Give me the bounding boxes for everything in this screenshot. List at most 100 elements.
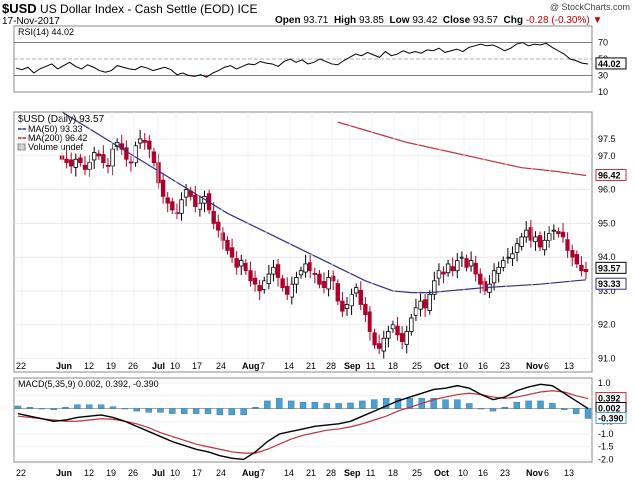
candle [137,138,143,144]
candle [312,273,318,275]
candle [441,271,446,275]
macd-histogram-bar [62,407,69,409]
macd-histogram-bar [192,408,200,414]
candle [487,283,492,293]
volume-legend: Volume undef [28,142,84,152]
macd-histogram-bar [252,407,259,409]
macd-histogram-bar [477,408,485,410]
candle [303,263,308,273]
candle [330,275,336,282]
candle [321,281,327,288]
close-tag: 93.57 [598,263,621,273]
low-value: 93.42 [412,15,438,26]
macd-histogram-bar [584,408,592,419]
candle [395,325,400,336]
price-xtick: Jun [56,361,72,371]
candle [372,332,377,346]
high-value: 93.85 [358,15,384,26]
price-xtick: 14 [284,361,294,371]
macd-histogram-bar [240,408,247,416]
candle [565,239,570,251]
candle [105,164,111,167]
candle [505,256,511,259]
price-xtick: 24 [216,361,226,371]
candle [110,148,115,167]
macd-histogram-bar [38,408,45,410]
candle [583,268,589,273]
candle [124,147,129,160]
candle [156,162,161,184]
quote-line: Open 93.71 High 93.85 Low 93.42 Close 93… [275,15,603,26]
macd-histogram-bar [466,403,473,409]
candle [422,299,428,309]
price-xtick: 25 [412,361,422,371]
ma50-legend: MA(50) 93.33 [28,124,83,134]
candle [537,235,543,248]
macd-histogram-bar [335,403,342,409]
open-value: 93.71 [303,15,329,26]
macd-histogram-bar [26,407,34,409]
candle [514,243,520,253]
price-xtick: 26 [128,361,138,371]
macd-xtick: 7 [260,468,265,478]
ma200-tag-box [595,168,627,181]
macd-histogram-bar [537,400,544,409]
macd-ytick: -1.5 [598,442,614,452]
candle [317,273,322,285]
macd-histogram-bar [513,401,520,409]
candle [234,258,239,268]
candle [579,264,584,272]
candle [524,229,529,238]
price-ytick: 97.5 [598,134,616,144]
macd-xtick: 22 [16,468,26,478]
price-ytick: 93.0 [598,286,616,296]
candle [294,277,299,285]
candle [551,229,557,232]
macd-xtick: 17 [192,468,202,478]
macd-histogram-bar [133,408,140,412]
symbol: $USD [2,1,37,16]
macd-xtick: 10 [458,468,468,478]
candle [478,273,483,285]
candle [151,151,157,164]
instrument-name: US Dollar Index - Cash Settle (EOD) [40,2,235,16]
macd-xtick: Sep [344,468,361,478]
macd-xtick: 19 [106,468,116,478]
candle [455,260,460,272]
candle [528,227,534,241]
price-xtick: Oct [434,361,449,371]
price-panel [13,111,593,373]
candle [399,333,405,343]
price-xtick: Jul [152,361,165,371]
ma50-tag: 93.33 [598,279,621,289]
ma200-legend: MA(200) 96.42 [28,133,88,143]
price-xtick: 18 [388,361,398,371]
candle [183,189,189,198]
candle [147,140,152,150]
macd-histogram-bar [371,399,378,409]
candle [386,331,391,339]
macd-histogram-bar [347,402,354,409]
candle [142,139,147,143]
macd-histogram-bar [50,408,57,411]
candle [547,233,552,241]
macd-legend: MACD(5,35,9) 0.002, 0.392, -0.390 [18,379,159,389]
price-xtick: 10 [170,361,180,371]
macd-histogram-bar [406,398,414,409]
macd-xtick: 18 [388,468,398,478]
candle [496,266,501,274]
macd-histogram-bar [97,404,105,409]
macd-ytick: -2.0 [598,454,614,464]
rsi-last-tag-box [595,57,627,70]
candle [285,285,290,295]
macd-histogram-bar [169,408,176,414]
macd-hist-tag-box [595,411,627,424]
price-xtick: 13 [564,361,574,371]
candle [78,157,83,164]
candle [193,194,198,207]
price-xtick: 22 [16,361,26,371]
macd-histogram-bar [228,408,235,416]
macd-ytick: -1.0 [598,429,614,439]
price-ytick: 92.0 [598,320,616,330]
macd-xtick: Oct [434,468,449,478]
